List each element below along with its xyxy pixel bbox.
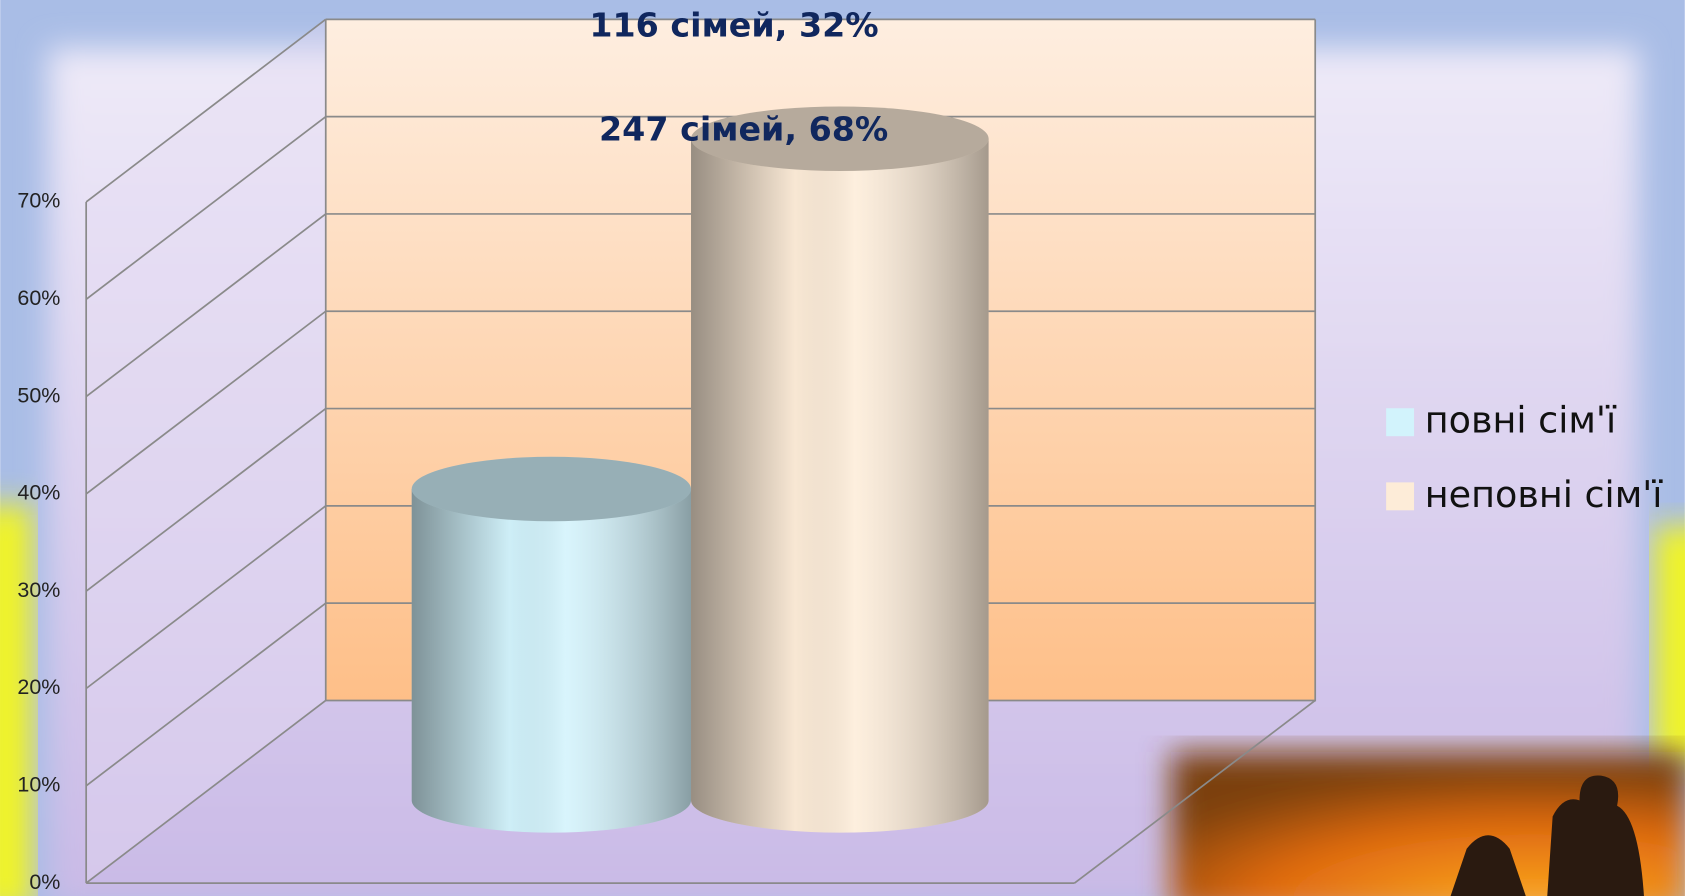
legend-label: неповні сім'ї xyxy=(1425,473,1664,516)
legend-swatch xyxy=(1386,408,1414,436)
y-tick-label: 60% xyxy=(17,286,60,310)
y-tick-label: 10% xyxy=(17,772,60,796)
glow-right xyxy=(1655,526,1685,762)
y-tick-label: 50% xyxy=(17,383,60,407)
y-tick-label: 30% xyxy=(17,578,60,602)
y-tick-label: 0% xyxy=(29,870,60,894)
cylinder-shading xyxy=(412,489,691,833)
cylinder-top-shade xyxy=(412,457,691,521)
page: 0% 10% 20% 30% 40% 50% 60% 70% 116 сімей, 32% пов… xyxy=(0,0,1685,896)
value-label: 247 сімей, 68% xyxy=(599,110,888,149)
y-tick-label: 40% xyxy=(17,481,60,505)
chart: 0% 10% 20% 30% 40% 50% 60% 70% 116 сімей, 32% пов… xyxy=(0,0,1685,896)
glow-left xyxy=(0,505,32,896)
cylinder-shading xyxy=(691,139,989,833)
legend-swatch xyxy=(1386,482,1414,510)
value-label: 116 сімей, 32% xyxy=(589,5,878,44)
legend-label: повні сім'ї xyxy=(1425,399,1617,442)
y-tick-label: 70% xyxy=(17,189,60,213)
y-tick-label: 20% xyxy=(17,675,60,699)
